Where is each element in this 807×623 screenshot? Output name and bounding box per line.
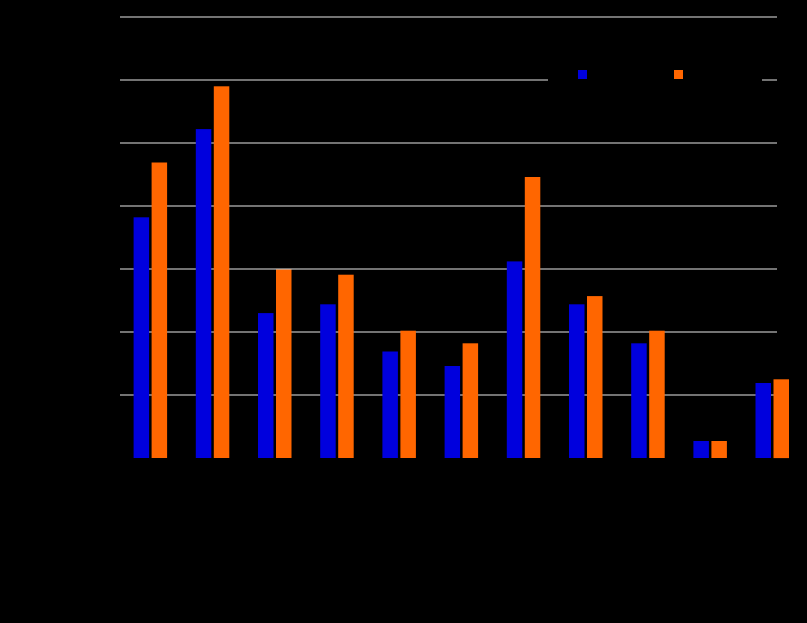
- bar-series-1-item-1: [133, 217, 150, 458]
- bar-series-1-item-3: [258, 313, 274, 458]
- bar-series-1-item-4: [320, 304, 336, 458]
- bar-series-2-item-3: [276, 269, 292, 458]
- bar-series-2-item-10: [711, 441, 727, 458]
- legend-marker-series-2: [674, 70, 683, 79]
- bar-series-1-item-2: [195, 129, 212, 458]
- bar-series-2-item-6: [462, 343, 479, 458]
- bars: [133, 86, 789, 459]
- bar-series-1-item-10: [693, 441, 709, 458]
- bar-series-1-item-11: [755, 383, 771, 458]
- bar-series-1-item-7: [506, 261, 523, 458]
- bar-series-2-item-4: [338, 274, 354, 458]
- bar-series-2-item-1: [151, 162, 168, 458]
- legend: [548, 60, 762, 92]
- bar-series-1-item-8: [569, 304, 585, 458]
- bar-series-1-item-5: [382, 351, 398, 458]
- bar-series-1-item-9: [631, 343, 647, 458]
- legend-marker-series-1: [578, 70, 587, 79]
- bar-series-2-item-9: [649, 330, 665, 458]
- bar-series-2-item-5: [400, 330, 416, 458]
- bar-series-2-item-8: [587, 296, 603, 458]
- bar-series-2-item-7: [524, 177, 541, 458]
- bar-series-2-item-11: [773, 379, 789, 459]
- bar-series-2-item-2: [213, 86, 230, 459]
- bar-series-1-item-6: [444, 366, 461, 458]
- gridlines: [120, 16, 777, 396]
